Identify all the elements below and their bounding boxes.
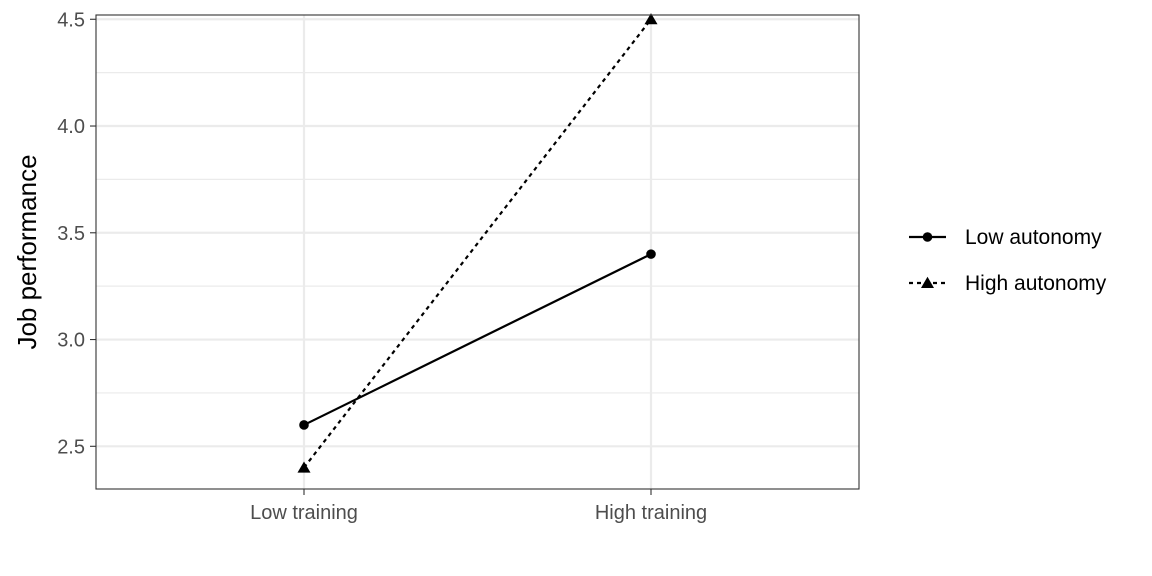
y-tick-label: 3.5 [57,223,85,245]
series-markers [297,13,658,473]
minor-gridlines [96,72,859,394]
legend-key-marker-0 [922,232,933,242]
series-0-point-1 [646,249,656,259]
series-1-point-1 [644,13,658,25]
y-tick-label: 4.0 [57,116,85,138]
legend-key-marker-1 [920,276,935,288]
series-line-1 [303,18,652,469]
series-0-point-0 [299,420,309,430]
y-tick-label: 3.0 [57,330,85,352]
y-tick-label: 2.5 [57,436,85,458]
series-1-point-0 [297,461,311,473]
x-axis: Low training High training [250,489,707,524]
plot-panel [95,13,860,490]
y-axis: 2.5 3.0 3.5 4.0 4.5 [57,9,96,458]
series-line-0 [303,253,652,426]
x-tick-label: High training [595,502,707,524]
panel-border [95,14,860,490]
legend-label-1: High autonomy [965,272,1107,295]
series-lines [303,18,652,469]
x-tick-label: Low training [250,502,358,524]
y-axis-title: Job performance [12,154,42,349]
legend: Low autonomy High autonomy [909,226,1107,295]
y-tick-label: 4.5 [57,9,85,31]
legend-label-0: Low autonomy [965,226,1102,249]
panel-background [96,15,859,489]
